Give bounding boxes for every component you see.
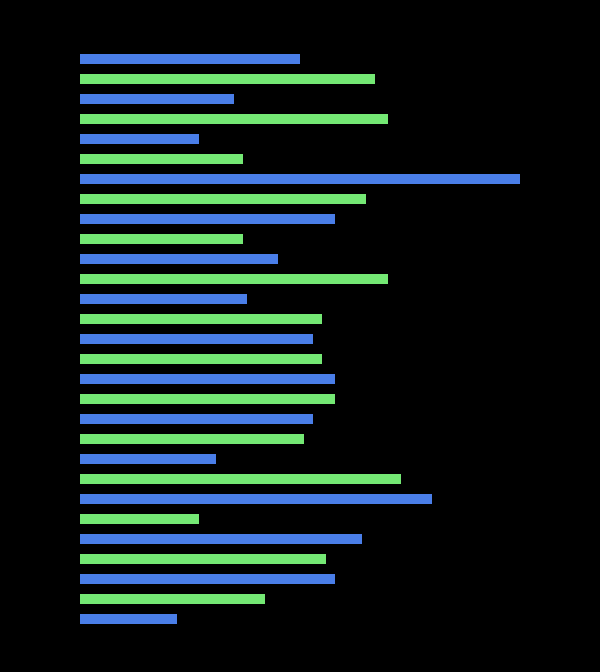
- bar-10: [80, 254, 278, 264]
- bar-0: [80, 54, 300, 64]
- bar-28: [80, 614, 177, 624]
- bar-19: [80, 434, 304, 444]
- bar-14: [80, 334, 313, 344]
- bar-15: [80, 354, 322, 364]
- bar-1: [80, 74, 375, 84]
- bar-5: [80, 154, 243, 164]
- bar-chart: [0, 0, 600, 672]
- bar-16: [80, 374, 335, 384]
- bar-27: [80, 594, 265, 604]
- bar-17: [80, 394, 335, 404]
- bar-3: [80, 114, 388, 124]
- bar-12: [80, 294, 247, 304]
- bar-20: [80, 454, 216, 464]
- bar-23: [80, 514, 199, 524]
- bar-21: [80, 474, 401, 484]
- bar-8: [80, 214, 335, 224]
- bar-6: [80, 174, 520, 184]
- bar-26: [80, 574, 335, 584]
- bar-18: [80, 414, 313, 424]
- bar-22: [80, 494, 432, 504]
- bar-4: [80, 134, 199, 144]
- bar-7: [80, 194, 366, 204]
- bar-13: [80, 314, 322, 324]
- bar-25: [80, 554, 326, 564]
- bar-9: [80, 234, 243, 244]
- bar-2: [80, 94, 234, 104]
- bar-24: [80, 534, 362, 544]
- bar-11: [80, 274, 388, 284]
